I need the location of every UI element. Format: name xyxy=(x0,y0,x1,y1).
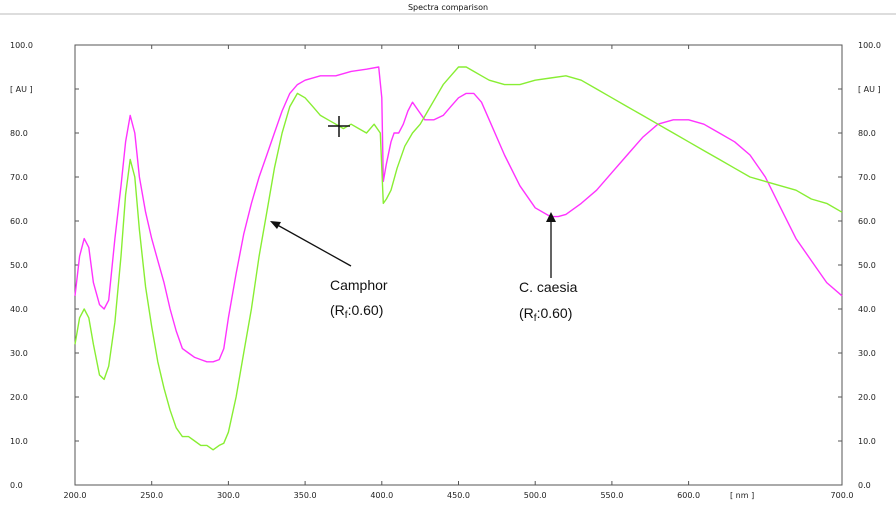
camphor-rf-suffix: :0.60) xyxy=(348,302,384,318)
y-tick-label-right: 80.0 xyxy=(858,129,876,138)
caesia-rf-label: (Rf:0.60) xyxy=(519,305,572,324)
caesia-rf-subscript: f xyxy=(534,313,537,324)
y-tick-label-left: 20.0 xyxy=(10,393,28,402)
y-tick-label-left: 40.0 xyxy=(10,305,28,314)
caesia-rf-suffix: :0.60) xyxy=(537,305,573,321)
y-tick-label-left: 60.0 xyxy=(10,217,28,226)
annotation-camphor: Camphor (Rf:0.60) xyxy=(270,221,388,321)
camphor-rf-label: (Rf:0.60) xyxy=(330,302,383,321)
x-tick-label: 200.0 xyxy=(64,491,87,500)
camphor-label: Camphor xyxy=(330,277,388,293)
x-tick-label: 350.0 xyxy=(294,491,317,500)
y-unit-label-right: [ AU ] xyxy=(858,85,881,94)
x-tick-label: 550.0 xyxy=(600,491,623,500)
x-tick-label: 300.0 xyxy=(217,491,240,500)
x-tick-label: 500.0 xyxy=(524,491,547,500)
caesia-label: C. caesia xyxy=(519,279,578,295)
y-tick-label-right: 100.0 xyxy=(858,41,881,50)
y-tick-label-left: 50.0 xyxy=(10,261,28,270)
y-tick-label-left: 100.0 xyxy=(10,41,33,50)
caesia-rf-prefix: (R xyxy=(519,305,534,321)
y-unit-label-left: [ AU ] xyxy=(10,85,33,94)
chart-title: Spectra comparison xyxy=(408,3,488,12)
y-tick-label-right: 60.0 xyxy=(858,217,876,226)
title-bar xyxy=(0,0,896,14)
y-tick-label-left: 30.0 xyxy=(10,349,28,358)
series-line-magenta xyxy=(74,66,843,363)
y-tick-label-right: 20.0 xyxy=(858,393,876,402)
y-tick-label-left: 80.0 xyxy=(10,129,28,138)
camphor-rf-prefix: (R xyxy=(330,302,345,318)
x-tick-label: 250.0 xyxy=(140,491,163,500)
x-unit-label: [ nm ] xyxy=(730,491,754,500)
camphor-rf-subscript: f xyxy=(345,310,348,321)
y-tick-label-left: 0.0 xyxy=(10,481,23,490)
x-tick-label: 700.0 xyxy=(831,491,854,500)
x-tick-label: 600.0 xyxy=(677,491,700,500)
cross-cursor-icon xyxy=(328,116,350,137)
y-tick-label-left: 10.0 xyxy=(10,437,28,446)
x-tick-label: 400.0 xyxy=(370,491,393,500)
camphor-arrow-head xyxy=(270,221,281,229)
x-tick-label: 450.0 xyxy=(447,491,470,500)
y-tick-label-right: 40.0 xyxy=(858,305,876,314)
y-tick-label-right: 30.0 xyxy=(858,349,876,358)
y-tick-label-right: 0.0 xyxy=(858,481,871,490)
y-tick-label-right: 70.0 xyxy=(858,173,876,182)
plot-area xyxy=(74,44,843,486)
tick-layer: 0.0 0.0 10.0 10.0 20.0 20.0 30.0 30.0 40.0 40.0 50… xyxy=(10,41,881,500)
y-tick-label-left: 70.0 xyxy=(10,173,28,182)
annotation-c-caesia: C. caesia (Rf:0.60) xyxy=(519,212,578,324)
y-tick-label-right: 10.0 xyxy=(858,437,876,446)
y-tick-label-right: 50.0 xyxy=(858,261,876,270)
camphor-arrow-line xyxy=(271,221,352,267)
caesia-arrow-head xyxy=(546,212,556,222)
